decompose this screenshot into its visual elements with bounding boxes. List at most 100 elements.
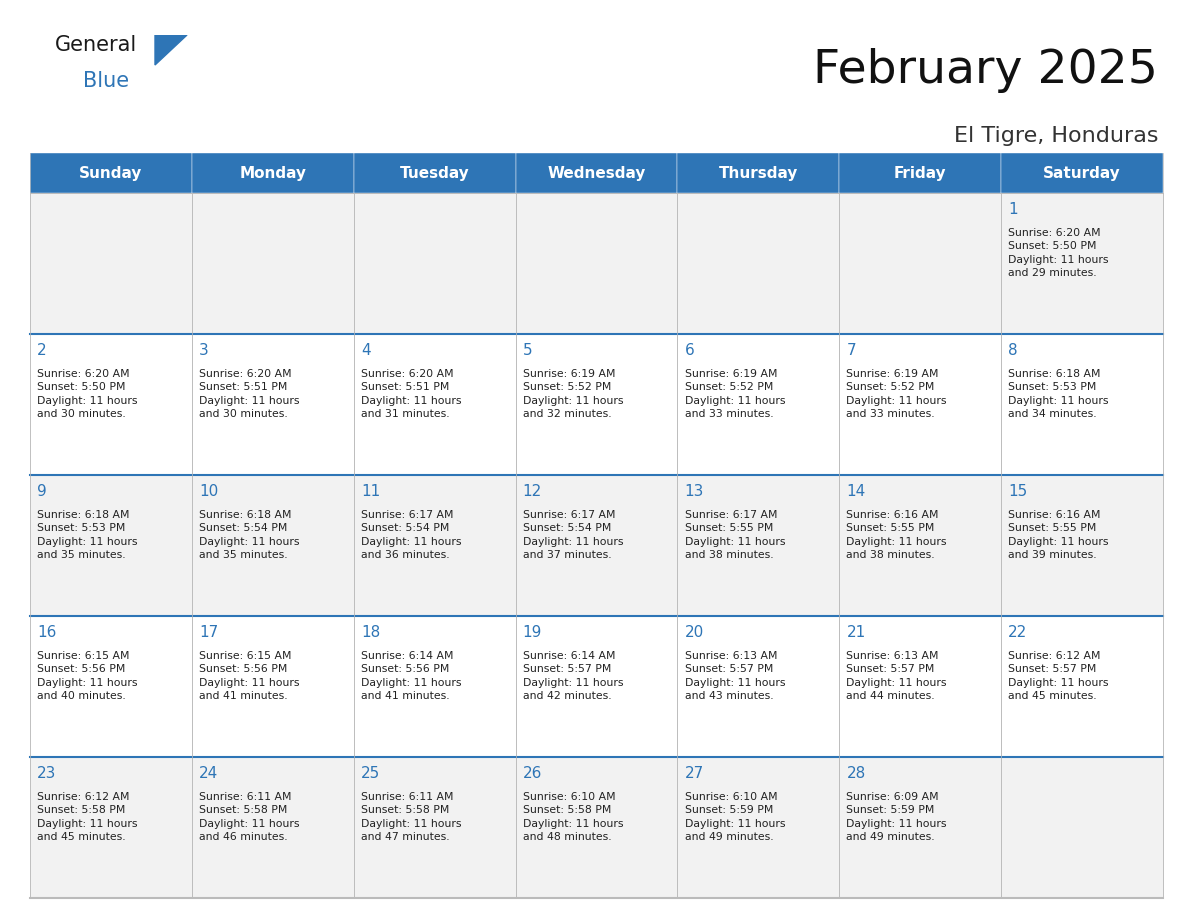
- Text: Sunrise: 6:19 AM
Sunset: 5:52 PM
Daylight: 11 hours
and 33 minutes.: Sunrise: 6:19 AM Sunset: 5:52 PM Dayligh…: [684, 369, 785, 420]
- Text: Sunrise: 6:11 AM
Sunset: 5:58 PM
Daylight: 11 hours
and 46 minutes.: Sunrise: 6:11 AM Sunset: 5:58 PM Dayligh…: [198, 791, 299, 843]
- Bar: [1001, 334, 1163, 475]
- Bar: [354, 334, 516, 475]
- Bar: [839, 193, 1001, 334]
- Text: 3: 3: [198, 343, 209, 358]
- Bar: [30, 616, 191, 756]
- Text: Tuesday: Tuesday: [400, 165, 469, 181]
- Bar: [516, 334, 677, 475]
- Bar: [354, 756, 516, 898]
- Text: Sunrise: 6:20 AM
Sunset: 5:50 PM
Daylight: 11 hours
and 30 minutes.: Sunrise: 6:20 AM Sunset: 5:50 PM Dayligh…: [37, 369, 138, 420]
- Bar: [30, 475, 191, 616]
- Text: Sunrise: 6:14 AM
Sunset: 5:56 PM
Daylight: 11 hours
and 41 minutes.: Sunrise: 6:14 AM Sunset: 5:56 PM Dayligh…: [361, 651, 461, 701]
- Bar: [191, 153, 354, 193]
- Text: Sunrise: 6:20 AM
Sunset: 5:51 PM
Daylight: 11 hours
and 31 minutes.: Sunrise: 6:20 AM Sunset: 5:51 PM Dayligh…: [361, 369, 461, 420]
- Bar: [191, 193, 354, 334]
- Text: Saturday: Saturday: [1043, 165, 1121, 181]
- Text: Sunrise: 6:14 AM
Sunset: 5:57 PM
Daylight: 11 hours
and 42 minutes.: Sunrise: 6:14 AM Sunset: 5:57 PM Dayligh…: [523, 651, 624, 701]
- Text: Sunrise: 6:18 AM
Sunset: 5:53 PM
Daylight: 11 hours
and 34 minutes.: Sunrise: 6:18 AM Sunset: 5:53 PM Dayligh…: [1009, 369, 1108, 420]
- Text: Wednesday: Wednesday: [548, 165, 646, 181]
- Text: 15: 15: [1009, 484, 1028, 499]
- Text: 22: 22: [1009, 625, 1028, 640]
- Bar: [839, 616, 1001, 756]
- Bar: [191, 756, 354, 898]
- Text: Blue: Blue: [83, 71, 129, 91]
- Text: El Tigre, Honduras: El Tigre, Honduras: [954, 126, 1158, 146]
- Text: 28: 28: [846, 766, 866, 781]
- Polygon shape: [154, 35, 187, 65]
- Text: 17: 17: [198, 625, 219, 640]
- Text: 24: 24: [198, 766, 219, 781]
- Bar: [354, 153, 516, 193]
- Bar: [191, 334, 354, 475]
- Bar: [677, 475, 839, 616]
- Bar: [516, 193, 677, 334]
- Text: Friday: Friday: [893, 165, 947, 181]
- Text: Sunrise: 6:12 AM
Sunset: 5:58 PM
Daylight: 11 hours
and 45 minutes.: Sunrise: 6:12 AM Sunset: 5:58 PM Dayligh…: [37, 791, 138, 843]
- Text: Sunrise: 6:09 AM
Sunset: 5:59 PM
Daylight: 11 hours
and 49 minutes.: Sunrise: 6:09 AM Sunset: 5:59 PM Dayligh…: [846, 791, 947, 843]
- Text: Sunrise: 6:17 AM
Sunset: 5:54 PM
Daylight: 11 hours
and 37 minutes.: Sunrise: 6:17 AM Sunset: 5:54 PM Dayligh…: [523, 509, 624, 561]
- Bar: [1001, 475, 1163, 616]
- Bar: [30, 153, 191, 193]
- Text: 16: 16: [37, 625, 57, 640]
- Text: Sunrise: 6:13 AM
Sunset: 5:57 PM
Daylight: 11 hours
and 44 minutes.: Sunrise: 6:13 AM Sunset: 5:57 PM Dayligh…: [846, 651, 947, 701]
- Bar: [516, 616, 677, 756]
- Text: Sunrise: 6:16 AM
Sunset: 5:55 PM
Daylight: 11 hours
and 39 minutes.: Sunrise: 6:16 AM Sunset: 5:55 PM Dayligh…: [1009, 509, 1108, 561]
- Text: 19: 19: [523, 625, 542, 640]
- Text: 25: 25: [361, 766, 380, 781]
- Text: 21: 21: [846, 625, 866, 640]
- Text: 13: 13: [684, 484, 704, 499]
- Text: 10: 10: [198, 484, 219, 499]
- Text: 26: 26: [523, 766, 542, 781]
- Text: General: General: [55, 35, 138, 55]
- Text: Sunrise: 6:10 AM
Sunset: 5:59 PM
Daylight: 11 hours
and 49 minutes.: Sunrise: 6:10 AM Sunset: 5:59 PM Dayligh…: [684, 791, 785, 843]
- Text: 14: 14: [846, 484, 866, 499]
- Bar: [354, 475, 516, 616]
- Text: 27: 27: [684, 766, 703, 781]
- Text: Sunrise: 6:13 AM
Sunset: 5:57 PM
Daylight: 11 hours
and 43 minutes.: Sunrise: 6:13 AM Sunset: 5:57 PM Dayligh…: [684, 651, 785, 701]
- Text: 8: 8: [1009, 343, 1018, 358]
- Bar: [1001, 193, 1163, 334]
- Text: Sunrise: 6:19 AM
Sunset: 5:52 PM
Daylight: 11 hours
and 33 minutes.: Sunrise: 6:19 AM Sunset: 5:52 PM Dayligh…: [846, 369, 947, 420]
- Bar: [516, 756, 677, 898]
- Text: Sunrise: 6:20 AM
Sunset: 5:51 PM
Daylight: 11 hours
and 30 minutes.: Sunrise: 6:20 AM Sunset: 5:51 PM Dayligh…: [198, 369, 299, 420]
- Bar: [191, 616, 354, 756]
- Text: 1: 1: [1009, 202, 1018, 217]
- Bar: [677, 616, 839, 756]
- Text: 12: 12: [523, 484, 542, 499]
- Bar: [354, 193, 516, 334]
- Text: Thursday: Thursday: [719, 165, 798, 181]
- Bar: [30, 334, 191, 475]
- Text: Sunrise: 6:18 AM
Sunset: 5:54 PM
Daylight: 11 hours
and 35 minutes.: Sunrise: 6:18 AM Sunset: 5:54 PM Dayligh…: [198, 509, 299, 561]
- Text: 11: 11: [361, 484, 380, 499]
- Bar: [839, 334, 1001, 475]
- Text: Sunday: Sunday: [80, 165, 143, 181]
- Text: 2: 2: [37, 343, 46, 358]
- Text: Sunrise: 6:19 AM
Sunset: 5:52 PM
Daylight: 11 hours
and 32 minutes.: Sunrise: 6:19 AM Sunset: 5:52 PM Dayligh…: [523, 369, 624, 420]
- Text: 5: 5: [523, 343, 532, 358]
- Text: Sunrise: 6:15 AM
Sunset: 5:56 PM
Daylight: 11 hours
and 41 minutes.: Sunrise: 6:15 AM Sunset: 5:56 PM Dayligh…: [198, 651, 299, 701]
- Text: Sunrise: 6:17 AM
Sunset: 5:54 PM
Daylight: 11 hours
and 36 minutes.: Sunrise: 6:17 AM Sunset: 5:54 PM Dayligh…: [361, 509, 461, 561]
- Bar: [839, 153, 1001, 193]
- Bar: [1001, 616, 1163, 756]
- Text: Sunrise: 6:12 AM
Sunset: 5:57 PM
Daylight: 11 hours
and 45 minutes.: Sunrise: 6:12 AM Sunset: 5:57 PM Dayligh…: [1009, 651, 1108, 701]
- Bar: [839, 756, 1001, 898]
- Bar: [30, 193, 191, 334]
- Bar: [516, 475, 677, 616]
- Bar: [1001, 756, 1163, 898]
- Text: Sunrise: 6:17 AM
Sunset: 5:55 PM
Daylight: 11 hours
and 38 minutes.: Sunrise: 6:17 AM Sunset: 5:55 PM Dayligh…: [684, 509, 785, 561]
- Text: 23: 23: [37, 766, 57, 781]
- Text: February 2025: February 2025: [813, 48, 1158, 93]
- Text: Sunrise: 6:16 AM
Sunset: 5:55 PM
Daylight: 11 hours
and 38 minutes.: Sunrise: 6:16 AM Sunset: 5:55 PM Dayligh…: [846, 509, 947, 561]
- Bar: [30, 756, 191, 898]
- Text: 20: 20: [684, 625, 703, 640]
- Text: 9: 9: [37, 484, 46, 499]
- Bar: [1001, 153, 1163, 193]
- Text: Sunrise: 6:18 AM
Sunset: 5:53 PM
Daylight: 11 hours
and 35 minutes.: Sunrise: 6:18 AM Sunset: 5:53 PM Dayligh…: [37, 509, 138, 561]
- Text: 6: 6: [684, 343, 694, 358]
- Bar: [677, 334, 839, 475]
- Text: 4: 4: [361, 343, 371, 358]
- Bar: [191, 475, 354, 616]
- Bar: [839, 475, 1001, 616]
- Bar: [516, 153, 677, 193]
- Text: 18: 18: [361, 625, 380, 640]
